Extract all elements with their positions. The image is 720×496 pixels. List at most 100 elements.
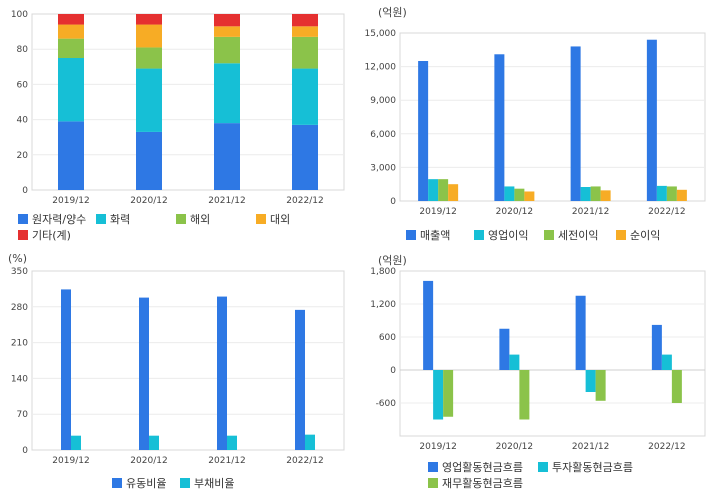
- y-tick-label: 140: [11, 374, 28, 384]
- x-tick-label: 2019/12: [52, 456, 89, 466]
- plot-frame: [31, 13, 345, 191]
- bar-화력-2021/12: [214, 63, 240, 124]
- bar-원자력/양수-2021/12: [214, 123, 240, 190]
- bar-영업활동현금흐름-2019/12: [423, 280, 434, 370]
- legend-label: 세전이익: [558, 229, 599, 242]
- x-tick-label: 2021/12: [572, 207, 609, 217]
- legend-item: 순이익: [616, 229, 660, 243]
- bar-투자활동현금흐름-2020/12: [509, 354, 520, 370]
- legend-label: 원자력/양수: [32, 213, 87, 226]
- bar-부채비율-2019/12: [71, 435, 81, 450]
- legend-item: 기타(계): [18, 229, 71, 243]
- chart-2-svg: 0 3,000 6,000 9,000 12,000 15,000 2019/12 2020/…: [365, 29, 706, 217]
- bar-기타(계)-2019/12: [58, 14, 84, 25]
- legend-swatch: [96, 214, 106, 224]
- y-tick-label: 12,000: [365, 63, 397, 73]
- bar-영업이익-2020/12: [504, 186, 515, 201]
- bar-해외-2019/12: [58, 38, 84, 58]
- legend-swatch: [176, 214, 186, 224]
- legend-swatch: [428, 462, 438, 472]
- legend-item: 해외: [176, 213, 210, 227]
- legend-swatch: [406, 230, 416, 240]
- y-tick-label: 0: [22, 446, 28, 456]
- legend-item: 영업활동현금흐름: [428, 461, 523, 475]
- bar-세전이익-2019/12: [438, 179, 449, 201]
- x-tick-label: 2020/12: [496, 207, 533, 217]
- bar-영업이익-2019/12: [428, 179, 439, 201]
- legend-item: 매출액: [406, 229, 450, 243]
- bar-순이익-2019/12: [448, 184, 459, 201]
- legend-label: 매출액: [420, 229, 451, 242]
- y-tick-label: 3,000: [370, 163, 396, 173]
- y-tick-label: 600: [379, 333, 396, 343]
- bar-세전이익-2021/12: [590, 186, 601, 201]
- legend-item: 부채비율: [180, 477, 234, 491]
- legend-label: 재무활동현금흐름: [442, 477, 523, 490]
- legend-swatch: [18, 230, 28, 240]
- bar-유동비율-2020/12: [139, 297, 149, 450]
- bar-세전이익-2020/12: [514, 188, 525, 201]
- legend-item: 영업이익: [474, 229, 528, 243]
- legend-swatch: [112, 478, 122, 488]
- x-tick-label: 2020/12: [130, 456, 167, 466]
- bar-매출액-2021/12: [570, 46, 581, 201]
- bar-기타(계)-2022/12: [292, 14, 318, 27]
- bar-부채비율-2021/12: [227, 435, 237, 450]
- legend-swatch: [538, 462, 548, 472]
- chart-panel-3: (%) 0 70 140 210 280 350 2019/12 2020/12 2021/12…: [0, 248, 360, 496]
- y-tick-label: 0: [22, 186, 28, 196]
- chart-1-svg: 0 20 40 60 80 100 2019/12 2020/12 2021/12 2022/12: [11, 10, 345, 206]
- x-tick-label: 2022/12: [648, 207, 685, 217]
- bar-매출액-2020/12: [494, 54, 505, 201]
- bar-재무활동현금흐름-2022/12: [671, 370, 682, 403]
- chart-panel-4: (억원) -600 0 600 1,200 1,800 2019/12 2020/12 202…: [360, 248, 720, 496]
- bar-순이익-2021/12: [600, 190, 611, 201]
- bar-유동비율-2019/12: [61, 289, 71, 450]
- bar-기타(계)-2021/12: [214, 14, 240, 27]
- legend-item: 화력: [96, 213, 130, 227]
- bar-영업이익-2021/12: [580, 187, 591, 201]
- y-tick-label: 40: [17, 116, 29, 126]
- legend-label: 영업이익: [488, 229, 529, 242]
- bar-투자활동현금흐름-2019/12: [433, 370, 444, 420]
- chart-4-unit: (억원): [378, 254, 407, 267]
- bar-대외-2021/12: [214, 26, 240, 37]
- bar-해외-2022/12: [292, 36, 318, 69]
- y-tick-label: 0: [390, 197, 396, 207]
- y-tick-label: 70: [17, 410, 29, 420]
- legend-item: 투자활동현금흐름: [538, 461, 633, 475]
- x-tick-label: 2022/12: [286, 456, 323, 466]
- x-tick-label: 2021/12: [208, 456, 245, 466]
- x-tick-label: 2020/12: [496, 442, 533, 452]
- bar-화력-2020/12: [136, 68, 162, 132]
- legend-swatch: [18, 214, 28, 224]
- bar-기타(계)-2020/12: [136, 14, 162, 25]
- legend-label: 화력: [110, 213, 131, 226]
- y-tick-label: 100: [11, 10, 28, 20]
- bar-영업활동현금흐름-2021/12: [575, 295, 586, 370]
- bar-재무활동현금흐름-2019/12: [443, 370, 454, 417]
- plot-frame: [399, 270, 706, 437]
- x-tick-label: 2022/12: [648, 442, 685, 452]
- bar-원자력/양수-2019/12: [58, 121, 84, 190]
- bar-영업이익-2022/12: [656, 185, 667, 201]
- legend-swatch: [180, 478, 190, 488]
- x-tick-label: 2021/12: [572, 442, 609, 452]
- chart-4-svg: -600 0 600 1,200 1,800 2019/12 2020/12 2021/12 2…: [370, 267, 706, 452]
- bar-재무활동현금흐름-2020/12: [519, 370, 530, 420]
- bar-순이익-2022/12: [676, 189, 687, 201]
- legend-swatch: [428, 478, 438, 488]
- legend-swatch: [616, 230, 626, 240]
- legend-item: 세전이익: [544, 229, 598, 243]
- y-tick-label: 350: [11, 267, 28, 277]
- legend-swatch: [474, 230, 484, 240]
- y-tick-label: 1,800: [370, 267, 396, 277]
- bar-화력-2019/12: [58, 58, 84, 122]
- legend-swatch: [544, 230, 554, 240]
- x-tick-label: 2020/12: [130, 196, 167, 206]
- bar-대외-2019/12: [58, 24, 84, 39]
- bar-순이익-2020/12: [524, 191, 535, 201]
- legend-label: 대외: [270, 213, 291, 226]
- chart-2-unit: (억원): [378, 6, 407, 19]
- y-tick-label: 1,200: [370, 300, 396, 310]
